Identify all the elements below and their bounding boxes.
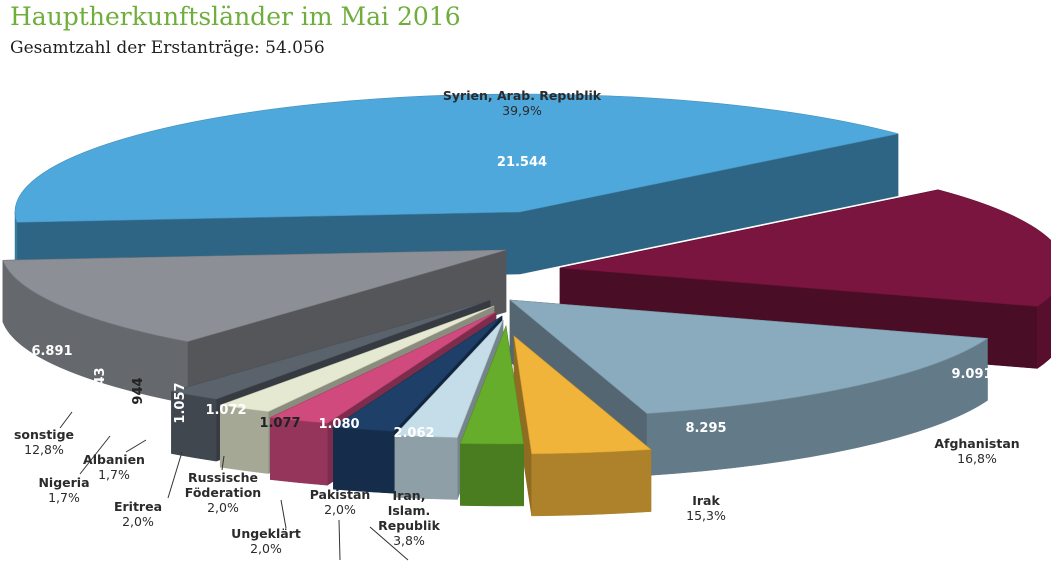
- slice-category-label: Irak 15,3%: [686, 493, 726, 523]
- pie-slice-wall: [333, 426, 395, 494]
- slice-percent: 2,0%: [250, 541, 282, 556]
- pie-slice: [513, 335, 652, 517]
- leader-line: [221, 455, 225, 471]
- chart-subtitle: Gesamtzahl der Erstanträge: 54.056: [10, 38, 325, 58]
- slice-category-label: Nigeria 1,7%: [38, 475, 89, 505]
- pie-slice-top: [513, 335, 652, 455]
- slice-name: Russische: [188, 470, 258, 485]
- leader-line: [369, 526, 409, 561]
- slice-category-label: Syrien, Arab. Republik 39,9%: [443, 88, 602, 118]
- slice-value-label: 9.091: [951, 367, 992, 382]
- leader-line: [59, 411, 73, 429]
- slice-name: Iran,: [393, 488, 426, 503]
- slice-name: Irak: [692, 493, 720, 508]
- slice-category-label: Albanien 1,7%: [83, 452, 145, 482]
- slice-name: Nigeria: [38, 475, 89, 490]
- leader-line: [167, 451, 183, 499]
- pie-slice-wall: [460, 443, 524, 507]
- slice-name: Islam.: [388, 503, 431, 518]
- slice-percent: 1,7%: [98, 467, 130, 482]
- pie-slices: [2, 93, 1051, 517]
- slice-percent: 2,0%: [207, 500, 239, 515]
- pie-slice: [559, 189, 1051, 369]
- slice-name: Föderation: [185, 485, 261, 500]
- slice-name: Ungeklärt: [231, 526, 301, 541]
- pie-slice-top: [269, 311, 497, 424]
- pie-slice: [459, 324, 524, 507]
- chart-title: Hauptherkunftsländer im Mai 2016: [10, 2, 461, 31]
- slice-category-label: Iran, Islam. Republik 3,8%: [378, 488, 440, 548]
- leader-line: [125, 439, 147, 453]
- slice-percent: 39,9%: [502, 103, 542, 118]
- slice-category-label: Ungeklärt 2,0%: [231, 526, 301, 556]
- slice-value-label: 2.062: [393, 426, 434, 441]
- pie-slice-top: [220, 305, 495, 412]
- leader-line: [338, 519, 341, 561]
- pie-slice-top: [14, 93, 899, 223]
- slice-category-label: Pakistan 2,0%: [310, 487, 371, 517]
- slice-category-label: Afghanistan 16,8%: [934, 436, 1019, 466]
- pie-slice-top: [509, 299, 989, 414]
- slice-value-label: 1.080: [318, 417, 359, 432]
- slice-value-label: 1.057: [173, 382, 188, 423]
- leader-line: [280, 499, 287, 529]
- slice-value-label: 943: [93, 367, 108, 394]
- pie-slice-top: [459, 324, 524, 445]
- pie-slice-top: [559, 189, 1051, 307]
- leader-line: [79, 435, 111, 475]
- pie-slice-wall: [1037, 295, 1051, 369]
- slice-value-label: 8.295: [685, 421, 726, 436]
- pie-slice-top: [2, 249, 507, 342]
- slice-percent: 1,7%: [48, 490, 80, 505]
- slice-name: Republik: [378, 518, 440, 533]
- slice-category-label: Eritrea 2,0%: [114, 499, 162, 529]
- slice-percent: 3,8%: [393, 533, 425, 548]
- slice-name: Eritrea: [114, 499, 162, 514]
- slice-category-label: sonstige 12,8%: [14, 427, 74, 457]
- pie-slice-top: [332, 315, 503, 432]
- slice-percent: 2,0%: [324, 502, 356, 517]
- slice-value-label: 1.077: [259, 416, 300, 431]
- slice-name: sonstige: [14, 427, 74, 442]
- slice-value-label: 6.891: [31, 344, 72, 359]
- slice-name: Syrien, Arab. Republik: [443, 88, 602, 103]
- pie-slice-top: [171, 299, 491, 400]
- slice-name: Albanien: [83, 452, 145, 467]
- slice-value-label: 944: [131, 377, 146, 404]
- slice-percent: 2,0%: [122, 514, 154, 529]
- slice-category-label: Russische Föderation 2,0%: [185, 470, 261, 515]
- slice-value-label: 21.544: [497, 155, 547, 170]
- slice-percent: 15,3%: [686, 508, 726, 523]
- slice-percent: 12,8%: [24, 442, 64, 457]
- pie-slice-wall: [531, 449, 652, 517]
- slice-name: Afghanistan: [934, 436, 1019, 451]
- slice-percent: 16,8%: [957, 451, 997, 466]
- slice-name: Pakistan: [310, 487, 371, 502]
- pie-slice-top: [394, 319, 504, 438]
- slice-value-label: 1.072: [205, 403, 246, 418]
